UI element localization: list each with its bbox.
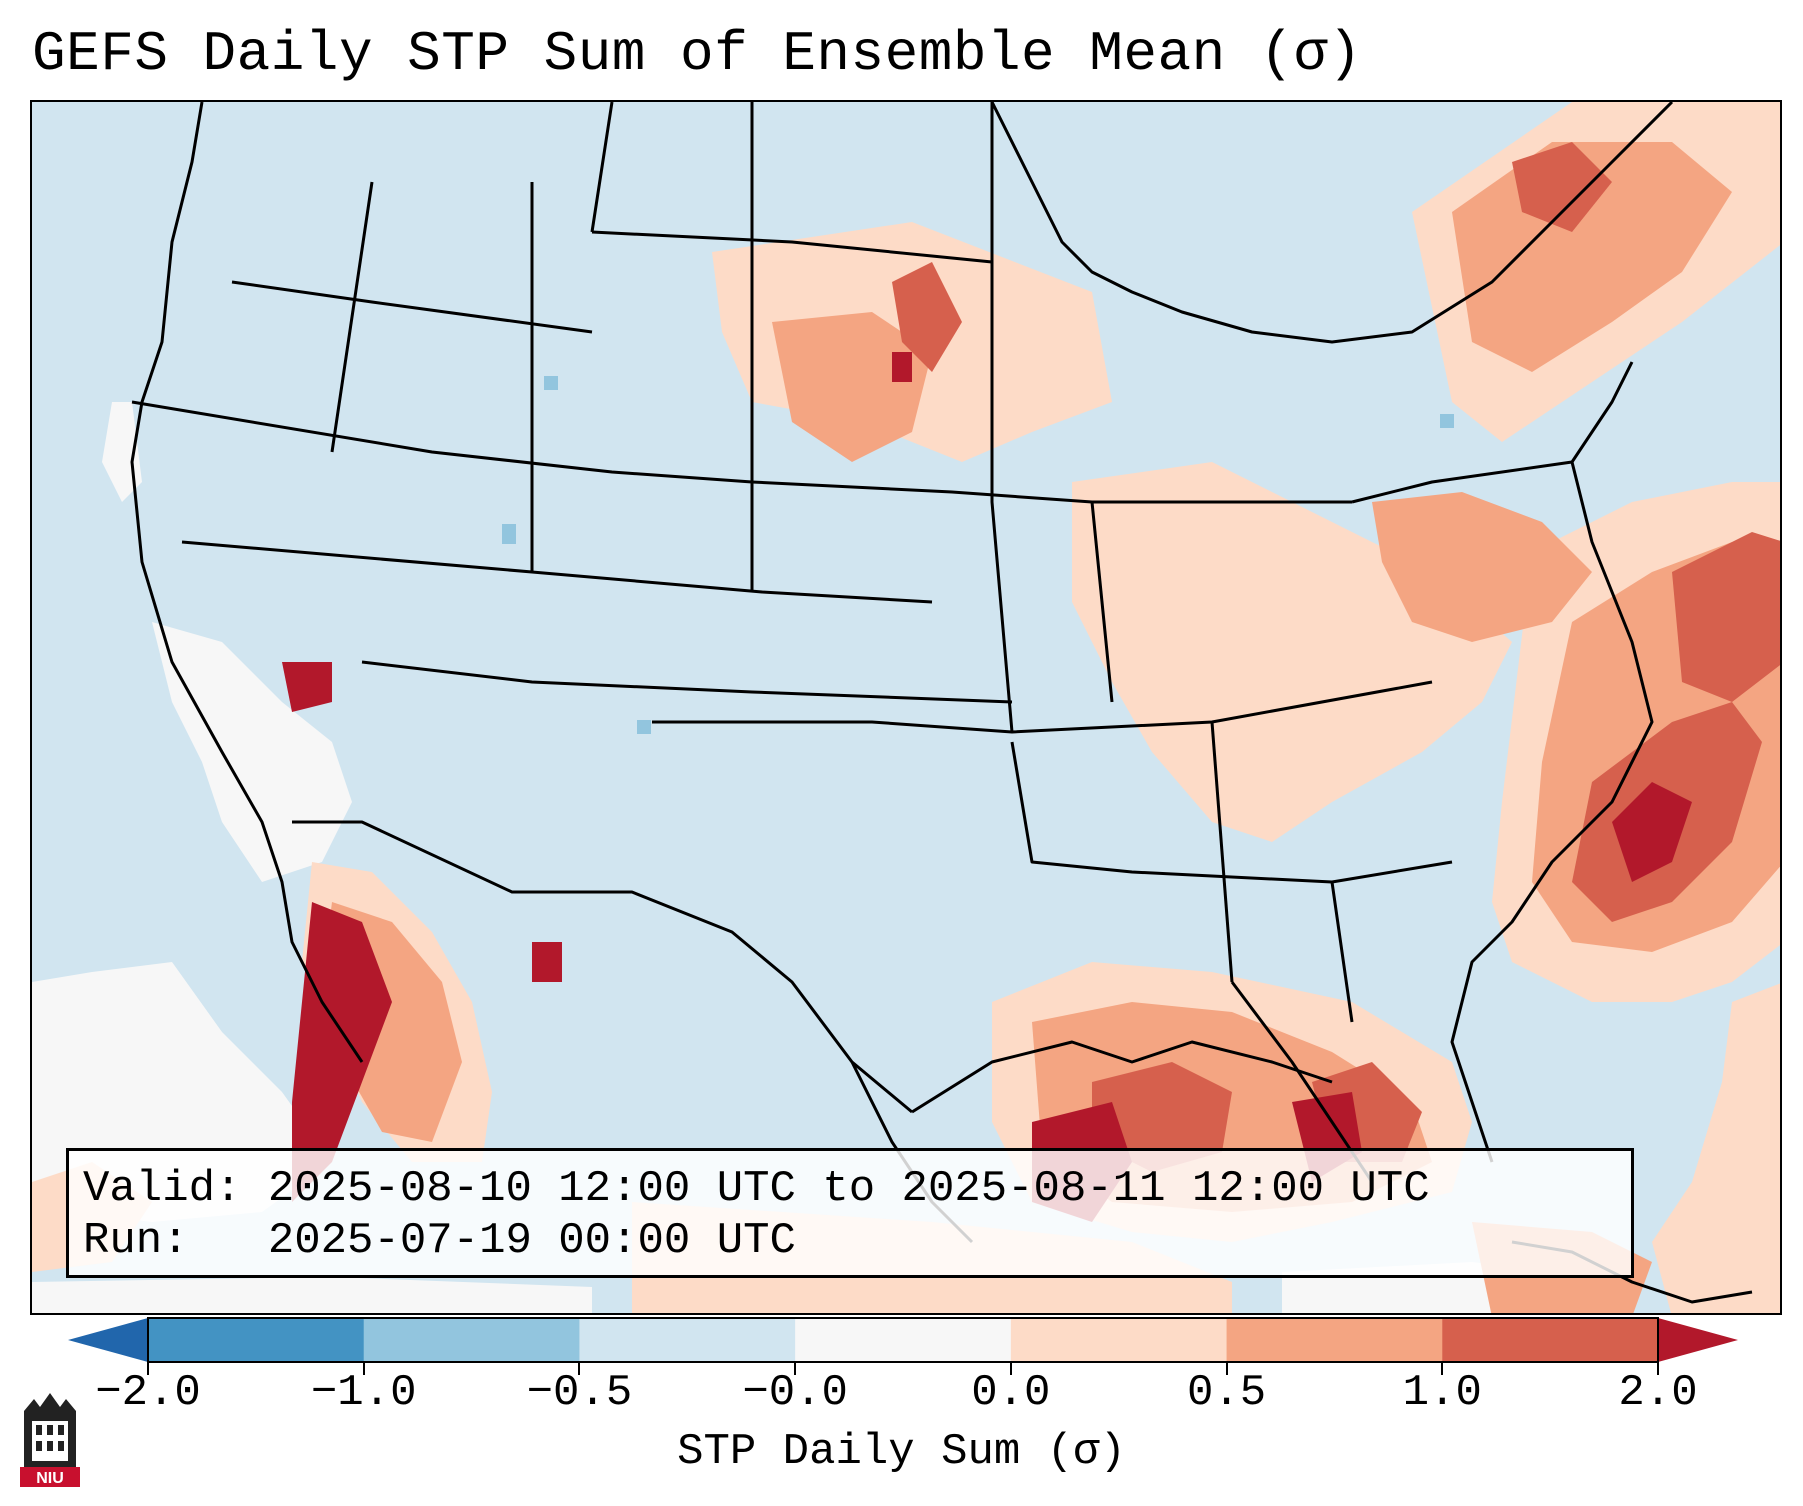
logo-text: NIU xyxy=(36,1470,64,1487)
colorbar-segment xyxy=(795,1318,1012,1362)
colorbar-outline xyxy=(147,1317,1659,1363)
colorbar-tick-label: 0.5 xyxy=(1186,1368,1267,1418)
colorbar-tick-label: 2.0 xyxy=(1618,1368,1698,1418)
anomaly-negative xyxy=(502,376,1454,734)
colorbar-extend-min xyxy=(68,1318,148,1362)
colorbar-tick xyxy=(362,1363,365,1375)
valid-time-text: Valid: 2025-08-10 12:00 UTC to 2025-08-1… xyxy=(83,1164,1430,1214)
colorbar-tick xyxy=(1441,1363,1444,1375)
colorbar-tick xyxy=(1657,1363,1659,1375)
stp-map xyxy=(32,102,1780,1313)
colorbar-tick xyxy=(147,1363,149,1375)
colorbar-segment xyxy=(579,1318,796,1362)
colorbar-tick-label: −2.0 xyxy=(95,1368,201,1418)
chart-title: GEFS Daily STP Sum of Ensemble Mean (σ) xyxy=(32,22,1363,86)
run-time-text: Run: 2025-07-19 00:00 UTC xyxy=(83,1216,796,1266)
colorbar-segment xyxy=(363,1318,580,1362)
colorbar-segment xyxy=(148,1318,365,1362)
valid-time-box: Valid: 2025-08-10 12:00 UTC to 2025-08-1… xyxy=(66,1148,1634,1278)
map-panel xyxy=(30,100,1782,1315)
colorbar-segments xyxy=(148,1318,1659,1362)
colorbar-tick xyxy=(578,1363,581,1375)
niu-logo-icon: NIU xyxy=(20,1393,80,1487)
colorbar-segment xyxy=(1442,1318,1659,1362)
colorbar-tick xyxy=(1009,1363,1012,1375)
colorbar-tick-label: −1.0 xyxy=(310,1368,417,1418)
colorbar-tick-label: 0.0 xyxy=(971,1368,1051,1418)
anomaly-extreme xyxy=(282,352,1692,1222)
colorbar-extend-max xyxy=(1658,1318,1738,1362)
colorbar-tick-label: 1.0 xyxy=(1402,1368,1482,1418)
colorbar-segment xyxy=(1226,1318,1443,1362)
colorbar xyxy=(68,1317,1738,1363)
colorbar-tick xyxy=(794,1363,797,1375)
colorbar-tick-label: −0.0 xyxy=(742,1368,848,1418)
colorbar-label: STP Daily Sum (σ) xyxy=(677,1427,1126,1477)
colorbar-tick-label: −0.5 xyxy=(526,1368,633,1418)
colorbar-segment xyxy=(1010,1318,1228,1362)
colorbar-tick xyxy=(1225,1363,1228,1375)
